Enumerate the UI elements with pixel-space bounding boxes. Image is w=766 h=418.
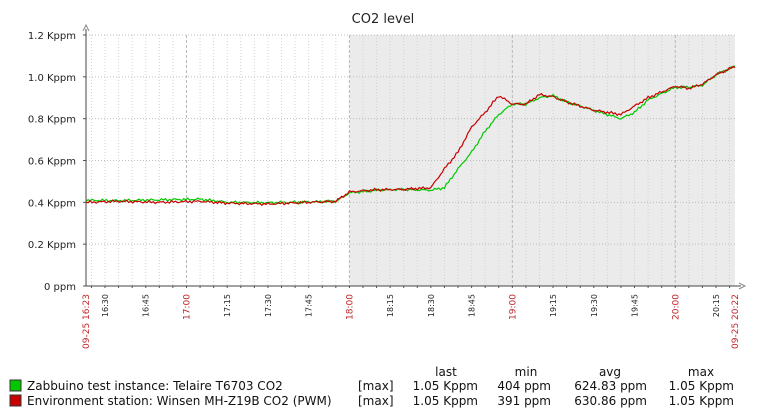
legend-header-min: min — [515, 365, 538, 379]
series-line-green — [85, 65, 736, 205]
x-tick-label: 20:00 — [671, 294, 681, 320]
y-axis-arrow — [82, 23, 90, 32]
legend-series-name: Environment station: Winsen MH-Z19B CO2 … — [27, 394, 332, 408]
y-tick-label: 0.2 Kppm — [28, 240, 76, 251]
x-tick-label: 17:45 — [305, 294, 314, 317]
x-tick-label: 19:15 — [549, 294, 558, 317]
x-tick-label: 17:15 — [223, 294, 232, 317]
legend-series-func: [max] — [358, 379, 394, 393]
series-line-red — [85, 65, 736, 207]
x-tick-label: 19:45 — [631, 294, 640, 317]
legend-swatch-green — [9, 379, 22, 392]
x-axis-arrow — [738, 282, 747, 290]
legend-series-avg: 630.86 ppm — [574, 394, 647, 408]
chart-title: CO2 level — [352, 12, 415, 27]
y-tick-label: 0.6 Kppm — [28, 157, 76, 168]
x-tick-label: 20:15 — [712, 294, 721, 317]
legend-header-avg: avg — [599, 365, 621, 379]
x-tick-label: 18:45 — [468, 294, 477, 317]
y-tick-label: 1.0 Kppm — [28, 73, 76, 84]
y-tick-label: 1.2 Kppm — [28, 31, 76, 42]
legend-swatch-red — [9, 394, 22, 407]
y-tick-label: 0 ppm — [44, 282, 76, 293]
legend-series-name: Zabbuino test instance: Telaire T6703 CO… — [27, 379, 283, 393]
x-end-label: 09-25 20:22 — [731, 294, 741, 349]
x-tick-label: 17:00 — [182, 294, 192, 320]
legend-series-avg: 624.83 ppm — [574, 379, 647, 393]
legend-series-last: 1.05 Kppm — [413, 379, 478, 393]
x-tick-label: 18:00 — [345, 294, 355, 320]
x-tick-label: 18:15 — [386, 294, 395, 317]
legend-header-max: max — [688, 365, 714, 379]
legend-series-func: [max] — [358, 394, 394, 408]
plot-area: 0 ppm 0.2 Kppm 0.4 Kppm 0.6 Kppm 0.8 Kppm 1.0… — [28, 23, 747, 349]
legend: last min avg max Zabbuino test instance:… — [9, 365, 734, 408]
legend-series-min: 391 ppm — [497, 394, 551, 408]
x-tick-label: 18:30 — [427, 294, 436, 317]
x-tick-label: 19:30 — [590, 294, 599, 317]
legend-series-min: 404 ppm — [497, 379, 551, 393]
y-tick-label: 0.4 Kppm — [28, 198, 76, 209]
x-start-label: 09-25 16:23 — [82, 294, 92, 349]
y-tick-label: 0.8 Kppm — [28, 115, 76, 126]
legend-header-last: last — [435, 365, 457, 379]
legend-series-last: 1.05 Kppm — [413, 394, 478, 408]
x-tick-label: 16:30 — [101, 294, 110, 317]
x-tick-label: 16:45 — [142, 294, 151, 317]
legend-series-max: 1.05 Kppm — [669, 394, 734, 408]
x-tick-label: 19:00 — [508, 294, 518, 320]
x-tick-label: 17:30 — [264, 294, 273, 317]
legend-series-max: 1.05 Kppm — [669, 379, 734, 393]
